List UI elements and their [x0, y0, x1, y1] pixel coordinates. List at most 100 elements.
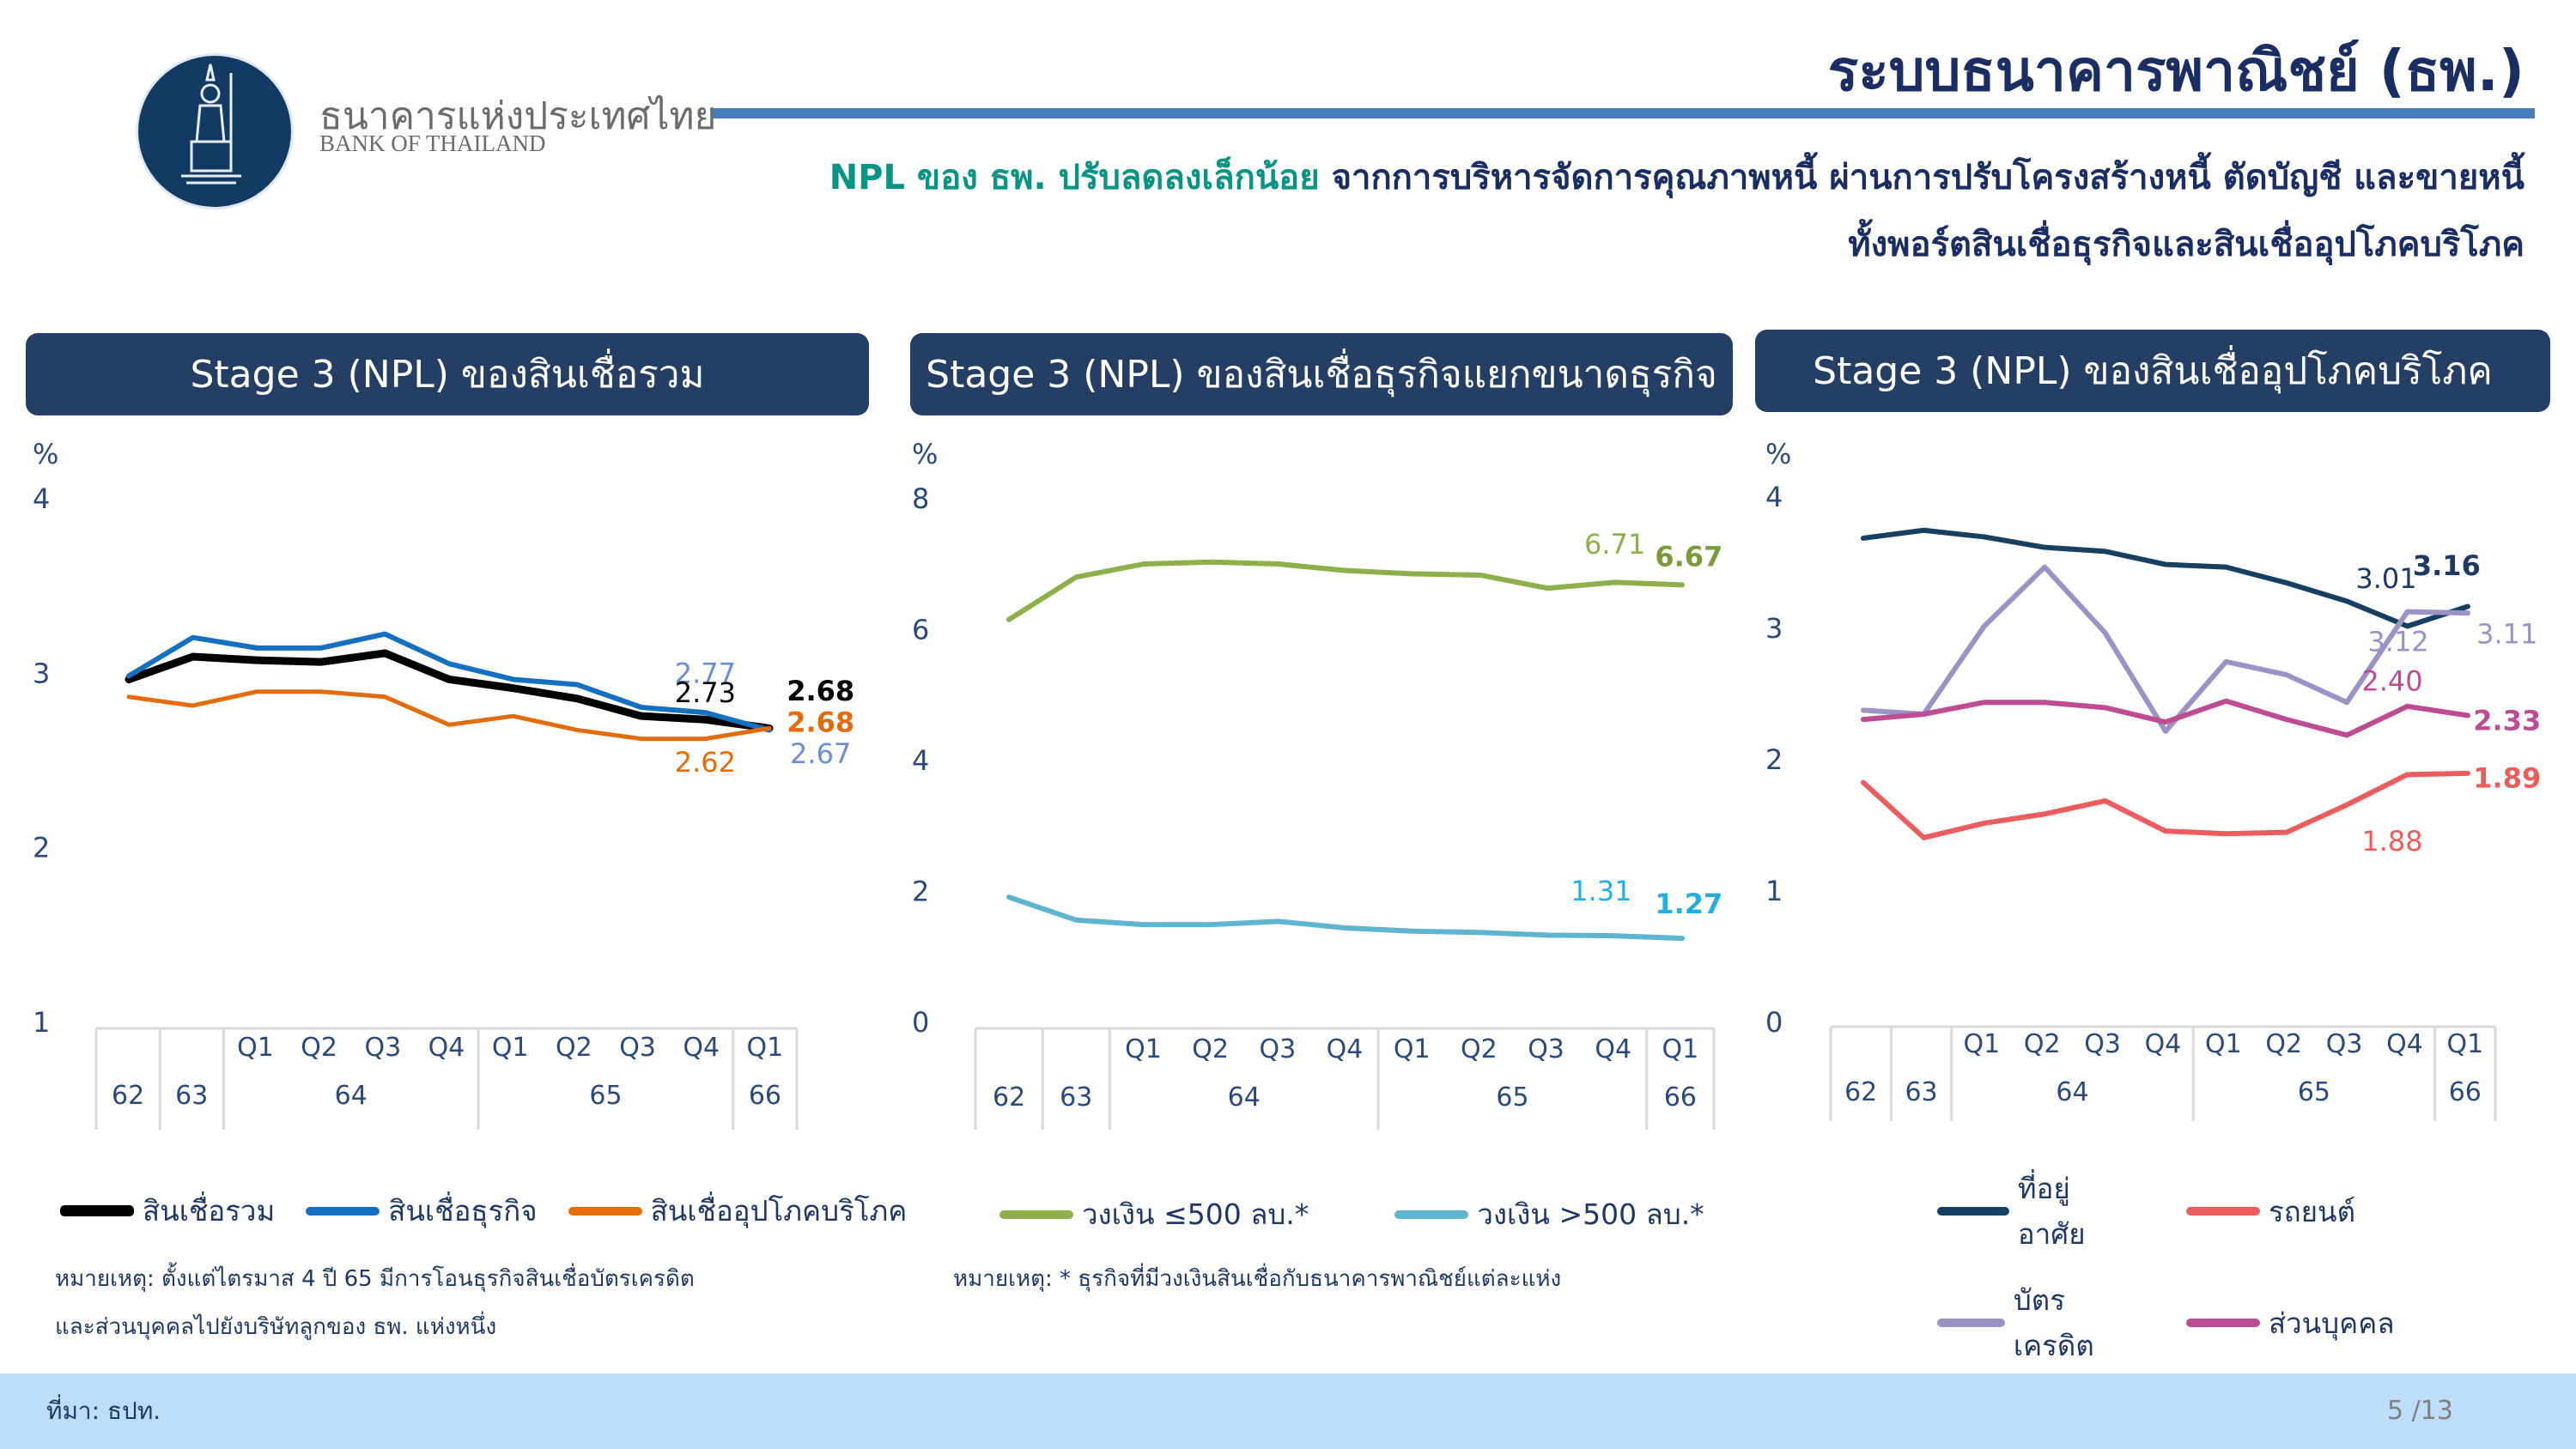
series-line: [1006, 559, 1685, 622]
x-quarter-label: Q1: [1964, 1029, 2001, 1059]
legend-total-loans: สินเชื่อรวม สินเชื่อธุรกิจ สินเชื่ออุปโภ…: [60, 1188, 907, 1234]
x-quarter-label: Q4: [1327, 1034, 1364, 1064]
x-quarter-label: Q2: [1461, 1034, 1498, 1064]
y-tick-label: 4: [33, 482, 50, 515]
legend-item: ที่อยู่อาศัย: [1937, 1166, 2135, 1257]
chart-business-loans-by-size: % 0 2 4 6 8 Q1 Q2 Q3 Q4 Q1 Q2 Q3 Q4 Q1 62 63 64 65 66 6.71 6.…: [912, 438, 1722, 1130]
x-year-label: 63: [1905, 1077, 1937, 1107]
legend-swatch-green: [999, 1210, 1073, 1219]
y-unit-label: %: [1765, 438, 1791, 470]
data-label: 2.77: [675, 658, 736, 690]
series-line: [126, 631, 772, 733]
x-quarter-label: Q2: [301, 1033, 337, 1063]
legend-item: ส่วนบุคคล: [2186, 1277, 2395, 1368]
x-quarter-label: Q2: [556, 1033, 592, 1063]
legend-swatch-cyan: [1394, 1210, 1469, 1219]
legend-swatch-orange: [568, 1206, 642, 1216]
panel-title: Stage 3 (NPL) ของสินเชื่ออุปโภคบริโภค: [1813, 349, 2493, 393]
series-line: [126, 689, 772, 742]
x-quarter-label: Q3: [364, 1033, 401, 1063]
x-year-label: 64: [1228, 1082, 1261, 1113]
series-line: [1861, 564, 2470, 734]
x-quarter-label: Q1: [1125, 1034, 1162, 1064]
x-quarter-label: Q4: [683, 1033, 720, 1063]
data-label: 2.68: [787, 706, 854, 738]
legend-consumer-loans: ที่อยู่อาศัย รถยนต์ บัตรเครดิต ส่วนบุคคล: [1937, 1166, 2395, 1368]
series-line: [1861, 527, 2470, 629]
x-quarter-label: Q2: [2265, 1029, 2302, 1059]
data-label: 2.68: [787, 675, 854, 707]
x-year-label: 64: [2056, 1077, 2088, 1107]
legend-swatch-red: [2186, 1207, 2260, 1216]
legend-item: สินเชื่อรวม: [60, 1188, 275, 1234]
bank-name-english: BANK OF THAILAND: [319, 130, 546, 156]
series-line: [1006, 894, 1685, 942]
y-tick-label: 2: [912, 876, 929, 908]
data-label: 2.33: [2473, 704, 2541, 737]
x-year-label: 62: [993, 1082, 1025, 1113]
x-year-label: 65: [1496, 1082, 1528, 1113]
y-unit-label: %: [912, 438, 938, 470]
legend-item: บัตรเครดิต: [1937, 1277, 2135, 1368]
legend-swatch-blue: [306, 1206, 380, 1216]
x-quarter-label: Q2: [2024, 1029, 2061, 1059]
x-quarter-label: Q4: [1595, 1034, 1631, 1064]
x-quarter-label: Q4: [2145, 1029, 2182, 1059]
x-year-label: 65: [2298, 1077, 2330, 1107]
x-year-label: 62: [112, 1081, 144, 1111]
x-quarter-label: Q2: [1192, 1034, 1229, 1064]
legend-swatch-magenta: [2186, 1319, 2260, 1327]
chart-total-loans: % 1 2 3 4 Q1 Q2 Q3 Q4 Q1 Q2 Q3 Q4 Q1 62 63 64 65 66 2.772.7…: [33, 438, 854, 1130]
data-label: 2.40: [2361, 664, 2422, 697]
x-year-label: 62: [1844, 1077, 1877, 1107]
data-label: 1.31: [1571, 875, 1631, 907]
x-year-label: 66: [1664, 1082, 1697, 1113]
note-business-loans: หมายเหตุ: * ธุรกิจที่มีวงเงินสินเชื่อกับ…: [953, 1266, 1562, 1292]
series-line: [1861, 770, 2470, 840]
data-label: 2.73: [675, 676, 736, 709]
legend-item: สินเชื่อธุรกิจ: [306, 1188, 538, 1234]
y-tick-label: 3: [1765, 612, 1783, 645]
garuda-emblem-icon: [181, 64, 241, 185]
bot-logo-emblem: [136, 53, 294, 209]
x-year-label: 66: [749, 1081, 781, 1111]
x-quarter-label: Q1: [2205, 1029, 2242, 1059]
data-label: 1.89: [2473, 762, 2541, 795]
footer-bar: [0, 1373, 2576, 1449]
x-quarter-label: Q3: [1259, 1034, 1296, 1064]
x-quarter-label: Q3: [2326, 1029, 2363, 1059]
data-label: 1.27: [1655, 888, 1722, 920]
y-tick-label: 3: [33, 657, 50, 689]
y-unit-label: %: [33, 438, 58, 470]
y-tick-label: 1: [1765, 875, 1783, 907]
y-tick-label: 4: [912, 744, 929, 777]
legend-swatch-black: [60, 1205, 134, 1216]
x-quarter-label: Q4: [2386, 1029, 2423, 1059]
bank-name-thai: ธนาคารแห่งประเทศไทย: [319, 94, 717, 138]
x-year-label: 63: [1060, 1082, 1092, 1113]
x-quarter-label: Q3: [619, 1033, 656, 1063]
legend-swatch-navy: [1937, 1207, 2009, 1216]
subtitle-line2: ทั้งพอร์ตสินเชื่อธุรกิจและสินเชื่ออุปโภค…: [1848, 225, 2524, 264]
y-tick-label: 6: [912, 614, 929, 646]
x-quarter-label: Q3: [2084, 1029, 2121, 1059]
data-label: 3.12: [2367, 626, 2428, 658]
source-text: ที่มา: ธปท.: [46, 1397, 161, 1425]
legend-item: สินเชื่ออุปโภคบริโภค: [568, 1188, 907, 1234]
x-quarter-label: Q1: [492, 1033, 529, 1063]
x-year-label: 64: [335, 1081, 368, 1111]
legend-item: วงเงิน >500 ลบ.*: [1394, 1191, 1704, 1237]
series-line: [1861, 698, 2470, 738]
y-tick-label: 2: [1765, 743, 1783, 776]
data-label: 3.16: [2413, 549, 2481, 582]
legend-swatch-lavender: [1937, 1319, 2005, 1327]
panel-header-total-loans: Stage 3 (NPL) ของสินเชื่อรวม: [26, 333, 869, 415]
legend-item: วงเงิน ≤500 ลบ.*: [999, 1191, 1309, 1237]
note-total-loans: หมายเหตุ: ตั้งแต่ไตรมาส 4 ปี 65 มีการโอน…: [55, 1266, 695, 1340]
data-label: 2.62: [675, 746, 736, 779]
x-year-label: 63: [175, 1081, 208, 1111]
y-tick-label: 0: [1765, 1006, 1783, 1039]
panel-title: Stage 3 (NPL) ของสินเชื่อรวม: [190, 353, 705, 397]
